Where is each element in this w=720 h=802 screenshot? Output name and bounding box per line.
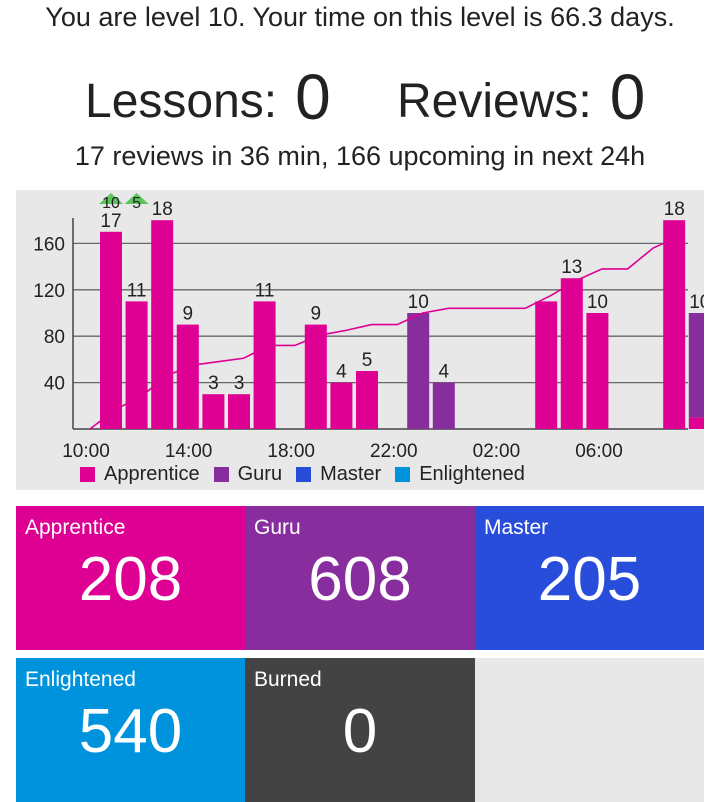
stage-count: 608 bbox=[308, 545, 412, 614]
bar-value-label: 9 bbox=[183, 304, 194, 325]
level-up-marker-label: 5 bbox=[132, 195, 141, 212]
reviews-count: 0 bbox=[609, 61, 646, 133]
reviews-label: Reviews: bbox=[397, 75, 592, 128]
stage-name: Enlightened bbox=[25, 668, 136, 691]
x-tick-label: 14:00 bbox=[165, 441, 213, 462]
bar-value-label: 3 bbox=[208, 373, 219, 394]
bar-guru bbox=[407, 313, 430, 429]
bar-apprentice bbox=[356, 371, 378, 429]
y-tick-label: 160 bbox=[33, 234, 65, 255]
bar-apprentice bbox=[535, 301, 558, 429]
review-forecast-summary: 17 reviews in 36 min, 166 upcoming in ne… bbox=[74, 141, 646, 171]
bar-value-label: 11 bbox=[127, 280, 147, 301]
legend-swatch-enlightened bbox=[395, 466, 411, 482]
level-up-marker-icon bbox=[99, 193, 123, 204]
stage-tile-enlightened[interactable]: Enlightened 540 bbox=[16, 658, 245, 802]
stage-name: Master bbox=[484, 516, 549, 539]
legend-item-apprentice: Apprentice bbox=[80, 463, 200, 486]
bar-value-label: 11 bbox=[255, 280, 275, 301]
bar-apprentice bbox=[228, 394, 250, 429]
lessons-label: Lessons: bbox=[85, 75, 278, 128]
chart-legend: Apprentice Guru Master Enlightened bbox=[80, 462, 539, 486]
legend-item-master: Master bbox=[296, 463, 381, 486]
bar-value-label: 17 bbox=[100, 211, 121, 232]
bar-guru bbox=[432, 382, 455, 429]
legend-label-guru: Guru bbox=[237, 462, 283, 485]
bar-apprentice bbox=[304, 324, 327, 429]
review-forecast-chart: 4080120160171118933119451041310181010510… bbox=[16, 190, 704, 490]
bar-apprentice bbox=[586, 313, 609, 429]
queue-counts: Lessons: 0 Reviews: 0 bbox=[0, 58, 720, 133]
stage-count: 0 bbox=[342, 697, 378, 766]
bar-guru bbox=[688, 313, 704, 418]
forecast-chart-svg: 4080120160171118933119451041310181010510… bbox=[33, 193, 704, 462]
legend-item-guru: Guru bbox=[213, 462, 283, 486]
stage-tile-burned[interactable]: Burned 0 bbox=[245, 658, 475, 802]
legend-item-enlightened: Enlightened bbox=[395, 463, 525, 486]
cumulative-line bbox=[89, 235, 680, 430]
bar-value-label: 4 bbox=[439, 362, 450, 383]
bar-apprentice bbox=[688, 417, 704, 429]
bar-value-label: 13 bbox=[561, 257, 582, 278]
x-tick-label: 10:00 bbox=[62, 441, 110, 462]
bar-apprentice bbox=[560, 278, 583, 429]
legend-swatch-master bbox=[296, 466, 312, 482]
stage-count: 540 bbox=[78, 697, 183, 766]
y-tick-label: 40 bbox=[44, 374, 65, 395]
bar-apprentice bbox=[151, 220, 174, 429]
stage-tile-apprentice[interactable]: Apprentice 208 bbox=[16, 506, 245, 650]
bar-value-label: 10 bbox=[587, 292, 608, 313]
legend-label-apprentice: Apprentice bbox=[104, 462, 200, 485]
legend-swatch-guru bbox=[213, 466, 229, 482]
stage-name: Burned bbox=[254, 668, 322, 691]
level-up-marker-label: 10 bbox=[102, 195, 120, 212]
legend-label-master: Master bbox=[320, 462, 382, 485]
stage-name: Apprentice bbox=[25, 516, 126, 539]
bar-value-label: 10 bbox=[408, 292, 429, 313]
y-tick-label: 80 bbox=[44, 327, 65, 348]
bar-value-label: 18 bbox=[152, 199, 173, 220]
x-tick-label: 02:00 bbox=[473, 441, 521, 462]
level-status-text: You are level 10. Your time on this leve… bbox=[45, 2, 675, 32]
x-tick-label: 06:00 bbox=[575, 441, 623, 462]
bar-value-label: 4 bbox=[336, 362, 347, 383]
x-tick-label: 22:00 bbox=[370, 441, 418, 462]
level-up-marker-icon bbox=[124, 193, 149, 204]
bar-apprentice bbox=[176, 324, 199, 429]
stage-count: 205 bbox=[537, 545, 642, 614]
bar-apprentice bbox=[125, 301, 148, 429]
y-tick-label: 120 bbox=[33, 281, 65, 302]
bar-apprentice bbox=[663, 220, 686, 429]
stage-tile-guru[interactable]: Guru 608 bbox=[245, 506, 475, 650]
stage-tile-master[interactable]: Master 205 bbox=[475, 506, 704, 650]
empty-tile bbox=[475, 658, 704, 802]
bar-apprentice bbox=[330, 382, 353, 429]
bar-value-label: 9 bbox=[311, 304, 322, 325]
x-tick-label: 18:00 bbox=[267, 441, 315, 462]
stage-count: 208 bbox=[78, 545, 183, 614]
bar-value-label: 18 bbox=[664, 199, 685, 220]
reviews-counter[interactable]: Reviews: 0 bbox=[397, 58, 646, 133]
bar-apprentice bbox=[253, 301, 276, 429]
bar-apprentice bbox=[100, 231, 122, 429]
legend-swatch-apprentice bbox=[80, 466, 95, 482]
bar-value-label: 3 bbox=[234, 373, 245, 394]
bar-value-label: 5 bbox=[362, 350, 373, 371]
lessons-count: 0 bbox=[295, 61, 331, 133]
bar-apprentice bbox=[202, 394, 225, 429]
lessons-counter[interactable]: Lessons: 0 bbox=[85, 58, 331, 133]
legend-label-enlightened: Enlightened bbox=[419, 462, 525, 485]
bar-value-label: 10 bbox=[689, 292, 704, 313]
stage-name: Guru bbox=[254, 516, 301, 539]
